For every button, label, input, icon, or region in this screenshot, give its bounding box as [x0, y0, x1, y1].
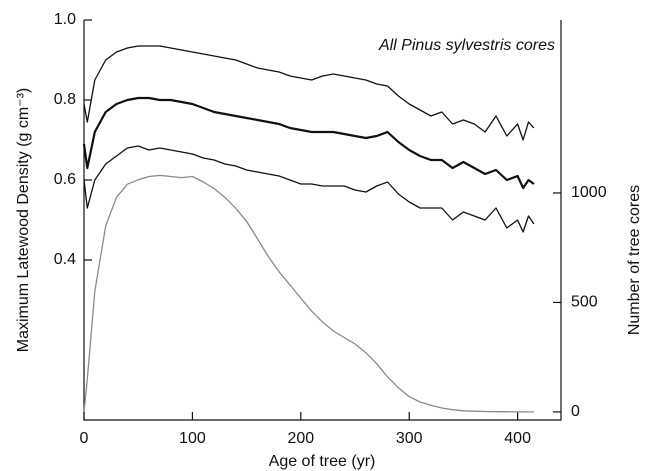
- x-tick-label: 100: [179, 430, 206, 447]
- series-line: [82, 96, 535, 190]
- y2-tick-label: 0: [571, 403, 580, 420]
- y2-tick-label: 500: [571, 294, 598, 311]
- y-tick-label: 0.4: [54, 251, 76, 268]
- y2-axis-label: Number of tree cores: [626, 185, 643, 335]
- x-tick-label: 300: [396, 430, 423, 447]
- x-tick-label: 400: [504, 430, 531, 447]
- x-tick-label: 200: [287, 430, 314, 447]
- series-line: [83, 45, 535, 141]
- axis-frame: [83, 20, 562, 421]
- y2-tick-label: 1000: [571, 184, 607, 201]
- annotation: All Pinus sylvestris cores: [378, 37, 555, 54]
- y-tick-label: 1.0: [54, 11, 76, 28]
- y-tick-label: 0.6: [54, 171, 76, 188]
- series-line: [83, 145, 535, 233]
- y-axis-label: Maximum Latewood Density (g cm⁻³): [15, 88, 32, 353]
- x-tick-label: 0: [80, 430, 89, 447]
- series-line: [83, 174, 534, 413]
- y-tick-label: 0.8: [54, 91, 76, 108]
- x-axis-label: Age of tree (yr): [269, 453, 376, 470]
